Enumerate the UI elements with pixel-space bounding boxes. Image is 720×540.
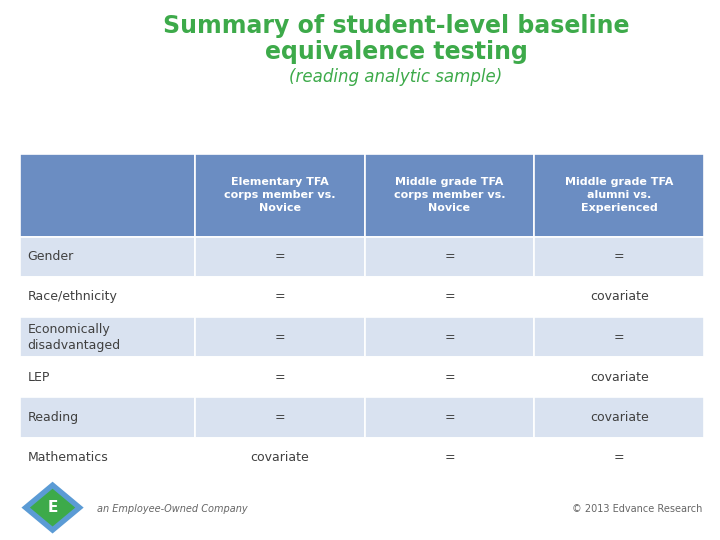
Text: E: E [48,500,58,515]
Text: LEP: LEP [27,371,50,384]
Text: =: = [444,250,455,263]
Text: an Employee-Owned Company: an Employee-Owned Company [97,504,248,514]
Text: =: = [274,330,285,343]
Text: Middle grade TFA
corps member vs.
Novice: Middle grade TFA corps member vs. Novice [394,177,505,213]
Text: © 2013 Edvance Research: © 2013 Edvance Research [572,504,702,514]
Text: covariate: covariate [590,371,649,384]
Text: =: = [444,411,455,424]
Text: =: = [444,451,455,464]
Text: Middle grade TFA
alumni vs.
Experienced: Middle grade TFA alumni vs. Experienced [565,177,673,213]
Polygon shape [30,489,75,526]
Text: =: = [614,330,624,343]
Text: =: = [274,411,285,424]
Text: =: = [274,371,285,384]
Text: covariate: covariate [590,291,649,303]
Text: Race/ethnicity: Race/ethnicity [27,291,117,303]
Text: =: = [274,291,285,303]
Text: Mathematics: Mathematics [27,451,108,464]
Text: =: = [444,291,455,303]
Text: Summary of student-level baseline: Summary of student-level baseline [163,14,629,37]
Text: =: = [444,330,455,343]
Text: =: = [614,250,624,263]
Text: =: = [444,371,455,384]
Text: equivalence testing: equivalence testing [264,40,528,64]
Text: =: = [274,250,285,263]
Text: covariate: covariate [251,451,309,464]
Text: Economically
disadvantaged: Economically disadvantaged [27,322,120,352]
Polygon shape [22,482,84,534]
Text: (reading analytic sample): (reading analytic sample) [289,68,503,85]
Text: covariate: covariate [590,411,649,424]
Text: Gender: Gender [27,250,73,263]
Text: Reading: Reading [27,411,78,424]
Text: =: = [614,451,624,464]
Text: Elementary TFA
corps member vs.
Novice: Elementary TFA corps member vs. Novice [224,177,336,213]
